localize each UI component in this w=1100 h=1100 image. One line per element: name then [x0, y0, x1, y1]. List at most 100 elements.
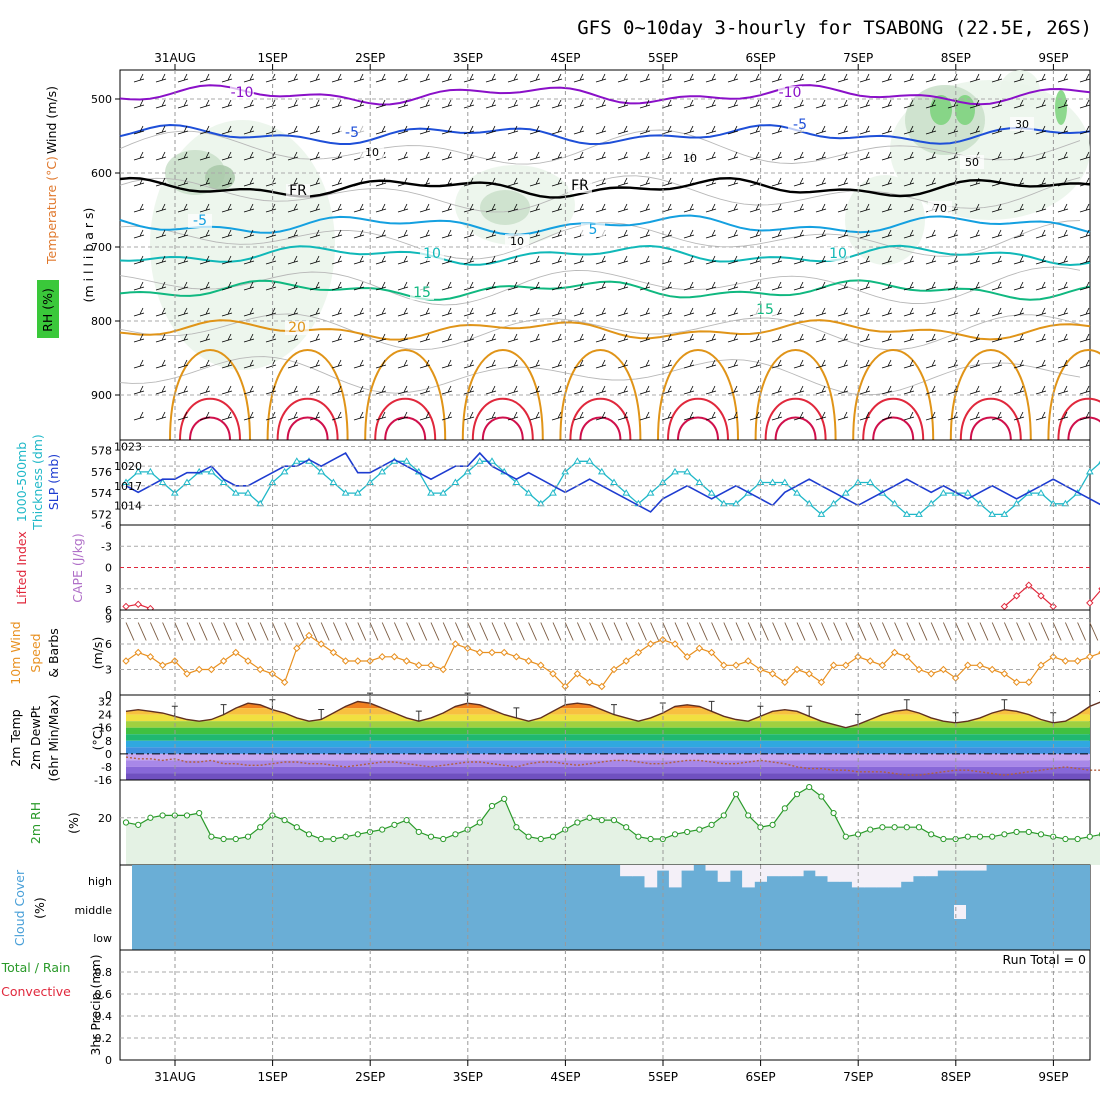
wind-barb: [1079, 177, 1091, 187]
wind-barb: [221, 125, 233, 135]
contour-label: -5: [793, 117, 807, 133]
wind-barb: [503, 622, 513, 641]
wind-speed-point: [768, 670, 777, 678]
wind-barb: [441, 125, 453, 135]
contour-label: 10: [423, 246, 441, 262]
top-date-label: 7SEP: [843, 51, 873, 65]
wind-barb: [991, 99, 1003, 109]
contour-label: 10: [683, 152, 697, 165]
cloud-high-bar: [851, 865, 865, 888]
panel-label-thickness-1: 1000-500mb: [14, 442, 29, 522]
wind-barb: [639, 255, 651, 265]
warm-contour: [276, 397, 339, 441]
wind-barb: [155, 99, 167, 109]
precip-tick: 0.4: [95, 1010, 113, 1023]
wind-barb: [177, 99, 189, 109]
wind-barb: [199, 411, 211, 421]
panel-label-convective: Convective: [1, 984, 71, 999]
wind-barb: [991, 307, 1003, 317]
wind-speed-point: [683, 653, 691, 661]
bottom-date-label: 2SEP: [355, 1070, 385, 1084]
rh2m-point: [769, 821, 776, 828]
wind-speed-point: [549, 670, 557, 678]
wind-barb: [375, 255, 387, 265]
wind-barb: [576, 622, 586, 641]
wind-barb: [595, 203, 607, 213]
wind-barb: [617, 229, 629, 239]
wind-barb: [595, 359, 607, 369]
wind-speed-point: [451, 640, 460, 648]
wind-barb: [507, 385, 519, 395]
precip-tick: 0.6: [95, 988, 113, 1001]
wind-barb: [1079, 99, 1091, 109]
wind-barb: [155, 151, 167, 161]
wind-barb: [837, 333, 849, 343]
label-bg: [960, 155, 984, 169]
wind-barb: [661, 229, 673, 239]
wind-barb: [705, 229, 717, 239]
wind-speed-point: [195, 665, 203, 674]
wind-barb: [309, 281, 321, 291]
wind-barb: [243, 411, 255, 421]
wind-barb: [881, 411, 893, 421]
wind-barb: [529, 151, 541, 161]
wind-barb: [573, 307, 585, 317]
panel-label-minmax: (6hr Min/Max): [46, 695, 61, 782]
wind-barb: [1035, 151, 1047, 161]
wind-barb: [375, 229, 387, 239]
precip-tick: 0.8: [95, 966, 113, 979]
wind-barb: [815, 229, 827, 239]
wind-barb: [133, 177, 145, 187]
wind-barb: [1016, 622, 1026, 641]
wind-barb: [397, 307, 409, 317]
wind-speed-point: [378, 653, 386, 661]
wind-barb: [969, 385, 981, 395]
wind-barb: [199, 255, 211, 265]
wind-barb: [903, 151, 915, 161]
wind-barb: [683, 359, 695, 369]
panel-label-temperature: Temperature (°C): [44, 156, 59, 265]
thickness-point: [1085, 467, 1094, 475]
wind-barb: [808, 622, 818, 641]
wind-barb: [771, 99, 783, 109]
thickness-point: [610, 478, 618, 485]
rh2m-point: [440, 835, 447, 843]
wind-speed-point: [207, 665, 216, 674]
wind-barb: [155, 229, 167, 239]
rh2m-point: [379, 826, 386, 833]
wind-barb: [723, 622, 733, 641]
isotherm: [119, 279, 1091, 301]
wind-barb: [793, 411, 805, 421]
wind-barb: [881, 229, 893, 239]
temp-band: [126, 721, 1090, 728]
label-bg: [826, 247, 850, 261]
wind-barb: [551, 385, 563, 395]
wind-barb: [661, 99, 673, 109]
wind-barb: [177, 307, 189, 317]
wind-barb: [177, 385, 189, 395]
wind-barb: [155, 307, 167, 317]
minmax-bar: [318, 709, 325, 720]
warm-contour: [677, 416, 719, 441]
rh2m-point: [452, 831, 459, 838]
wind-barb: [551, 177, 563, 187]
bottom-date-label: 8SEP: [941, 1070, 971, 1084]
wind-barb: [1057, 73, 1069, 83]
wind-barb: [749, 359, 761, 369]
wind-barb: [133, 125, 145, 135]
wind-barb: [375, 359, 387, 369]
wind-barb: [1013, 177, 1025, 187]
wind-barb: [837, 177, 849, 187]
wind-speed-point: [390, 653, 399, 661]
wind-speed-point: [354, 657, 362, 665]
rh2m-point: [220, 835, 227, 843]
wind-barb: [881, 177, 893, 187]
wind-barb: [573, 411, 585, 421]
wind-barb: [1035, 73, 1047, 83]
wind-barb: [595, 385, 607, 395]
wind-axis-label: (m/s): [90, 637, 105, 670]
wind-barb: [1035, 99, 1047, 109]
wind-barb: [397, 229, 409, 239]
wind-barb: [969, 229, 981, 239]
